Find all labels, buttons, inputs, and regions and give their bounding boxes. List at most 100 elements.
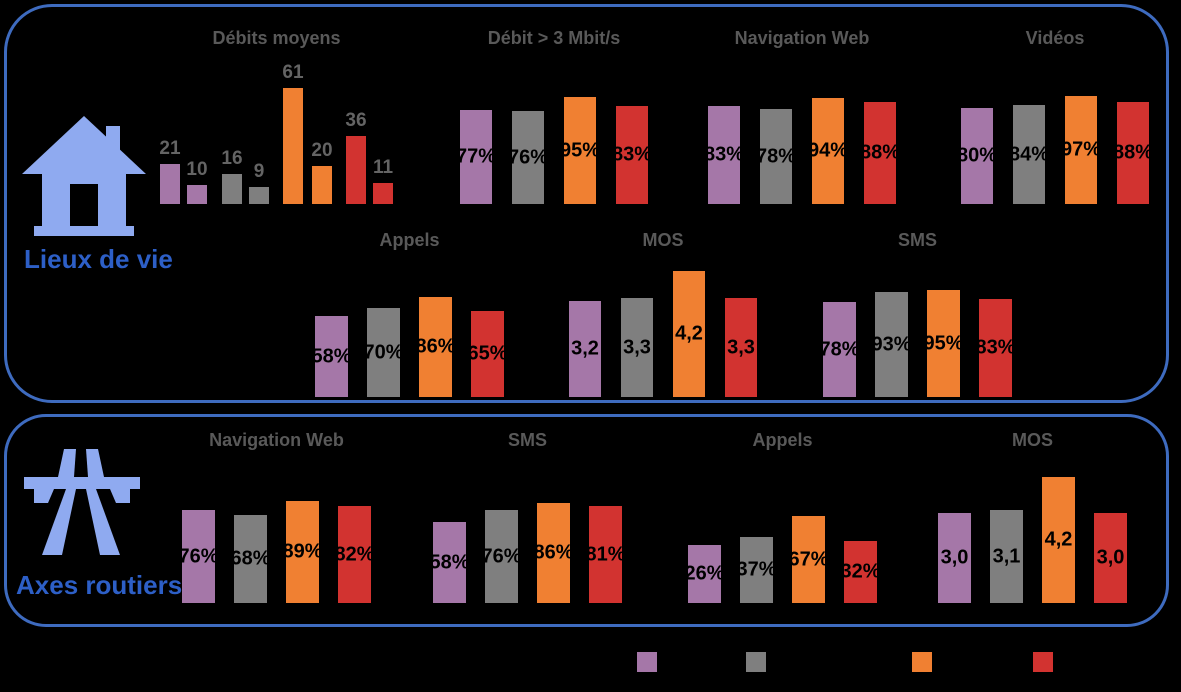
bar: 4,2 — [1042, 477, 1075, 603]
bar-value-label: 67% — [788, 548, 829, 570]
bar-value-label: 11 — [372, 157, 394, 178]
bar-value-label: 83% — [975, 336, 1016, 359]
bar-value-label: 94% — [807, 139, 849, 162]
bar-value-label: 65% — [467, 342, 508, 365]
chart-title: MOS — [642, 230, 684, 250]
bar-value-label: 3,3 — [727, 336, 755, 358]
bar-value-label: 37% — [736, 558, 777, 581]
bar: 3,2 — [569, 301, 601, 397]
bar-value-label: 9 — [253, 161, 265, 182]
bar-value-label: 95% — [559, 139, 601, 161]
bar-value-label: 83% — [703, 143, 745, 166]
bar: 32% — [840, 541, 881, 603]
bar: 37% — [736, 537, 777, 603]
bar-value-label: 32% — [840, 560, 881, 583]
bar: 78% — [756, 109, 796, 204]
bars-row: 83% 78% 94% 88% — [704, 98, 900, 204]
chart-navigation-web: Navigation Web 83% 78% 94% 88% — [704, 28, 900, 204]
bar-value-label: 3,0 — [940, 546, 969, 569]
bar: 78% — [819, 302, 860, 397]
bar: 94% — [808, 98, 848, 204]
chart-mos: MOS 3,0 3,1 4,2 3,0 — [938, 430, 1127, 603]
bar: 10 — [186, 159, 208, 204]
bar-value-label: 4,2 — [1044, 528, 1073, 551]
bar: 95% — [560, 97, 600, 204]
bar-value-label: 3,3 — [623, 336, 651, 358]
chart-title: Vidéos — [1025, 28, 1085, 48]
chart-navigation-web: Navigation Web 76% 68% 89% 82% — [178, 430, 375, 603]
chart-title: SMS — [897, 230, 937, 250]
bar-value-label: 78% — [819, 338, 860, 360]
bar: 58% — [311, 316, 352, 397]
bar-value-label: 20 — [311, 140, 333, 161]
bar: 65% — [467, 311, 508, 397]
bar: 81% — [585, 506, 626, 603]
legend-swatch-2 — [912, 652, 932, 672]
chart-sms: SMS 78% 93% 95% 83% — [819, 230, 1016, 397]
bar: 16 — [221, 148, 243, 204]
chart-title: Appels — [752, 430, 813, 450]
bar: 89% — [282, 501, 323, 603]
bar: 83% — [612, 106, 652, 204]
bar: 83% — [704, 106, 744, 204]
bars-row: 26% 37% 67% 32% — [684, 516, 881, 603]
bars-row: 80% 84% 97% 88% — [957, 96, 1153, 204]
bar: 76% — [481, 510, 522, 603]
chart-title: Appels — [379, 230, 440, 250]
chart-appels: Appels 26% 37% 67% 32% — [684, 430, 881, 603]
bar: 4,2 — [673, 271, 705, 397]
bar: 95% — [923, 290, 964, 397]
bars-row: 78% 93% 95% 83% — [819, 290, 1016, 397]
bar: 80% — [957, 108, 997, 204]
bars-row: 3,0 3,1 4,2 3,0 — [938, 477, 1127, 603]
axes-routiers-panel — [4, 414, 1169, 627]
bar-value-label: 80% — [956, 144, 998, 167]
chart-d-bit-3-mbit-s: Débit > 3 Mbit/s 77% 76% 95% 83% — [456, 28, 652, 204]
bar-value-label: 16 — [221, 148, 243, 169]
bar-value-label: 93% — [871, 333, 912, 355]
chart-title: Navigation Web — [734, 28, 870, 48]
bar: 77% — [456, 110, 496, 204]
motorway-icon — [18, 443, 146, 565]
bar-value-label: 21 — [159, 138, 181, 159]
bar-value-label: 95% — [923, 332, 964, 354]
bar-value-label: 10 — [186, 159, 208, 180]
lieux-de-vie-panel — [4, 4, 1169, 403]
bar-value-label: 4,2 — [675, 322, 703, 345]
bar: 82% — [334, 506, 375, 603]
bar-value-label: 70% — [363, 341, 404, 363]
bar: 83% — [975, 299, 1016, 397]
chart-title: Navigation Web — [209, 430, 344, 450]
chart-mos: MOS 3,2 3,3 4,2 3,3 — [569, 230, 757, 397]
chart-appels: Appels 58% 70% 86% 65% — [311, 230, 508, 397]
chart-title: MOS — [1011, 430, 1053, 450]
bar-value-label: 3,2 — [571, 337, 599, 360]
bar: 26% — [684, 545, 725, 603]
chart-title: Débit > 3 Mbit/s — [487, 28, 621, 48]
bar: 61 — [282, 62, 304, 204]
bar: 58% — [429, 522, 470, 603]
bar-value-label: 77% — [455, 145, 497, 168]
bars-row: 76% 68% 89% 82% — [178, 501, 375, 603]
bar: 88% — [1113, 102, 1153, 204]
chart-title: Débits moyens — [212, 28, 341, 48]
bar: 21 — [159, 138, 181, 204]
bar-value-label: 26% — [684, 562, 725, 585]
bar-value-label: 88% — [1112, 141, 1154, 164]
bars-row: 77% 76% 95% 83% — [456, 97, 652, 204]
section-label-lieux-de-vie: Lieux de vie — [24, 244, 173, 274]
bar: 67% — [788, 516, 829, 603]
bar: 76% — [508, 111, 548, 204]
bar-value-label: 58% — [311, 345, 352, 367]
bar-value-label: 82% — [334, 543, 375, 565]
bar: 93% — [871, 292, 912, 397]
house-icon — [22, 112, 146, 242]
bar-value-label: 58% — [429, 551, 470, 573]
bar: 97% — [1061, 96, 1101, 204]
chart-d-bits-moyens: Débits moyens 21 10 16 9 61 20 36 11 — [159, 28, 394, 204]
bar: 3,3 — [725, 298, 757, 397]
bar-value-label: 76% — [507, 146, 549, 168]
bar-value-label: 76% — [481, 545, 522, 567]
legend-swatch-1 — [746, 652, 766, 672]
